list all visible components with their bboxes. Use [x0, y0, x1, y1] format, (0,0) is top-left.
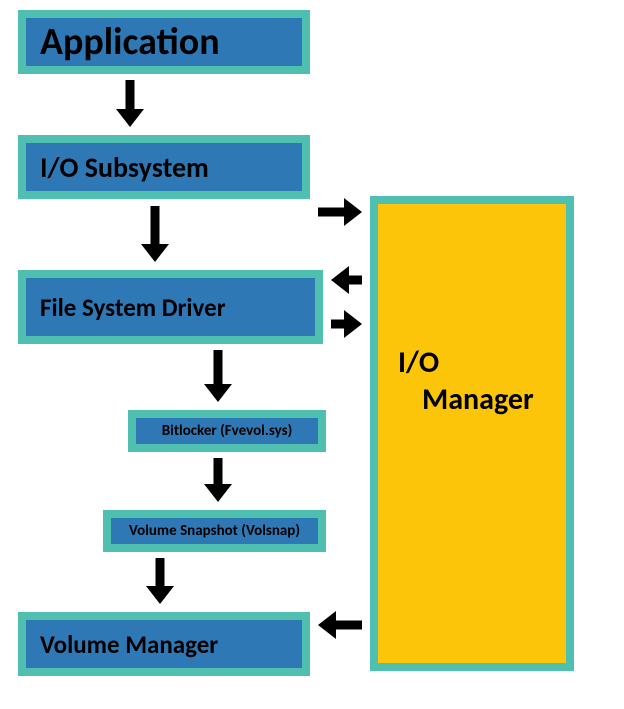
arrows-layer: [0, 0, 624, 709]
